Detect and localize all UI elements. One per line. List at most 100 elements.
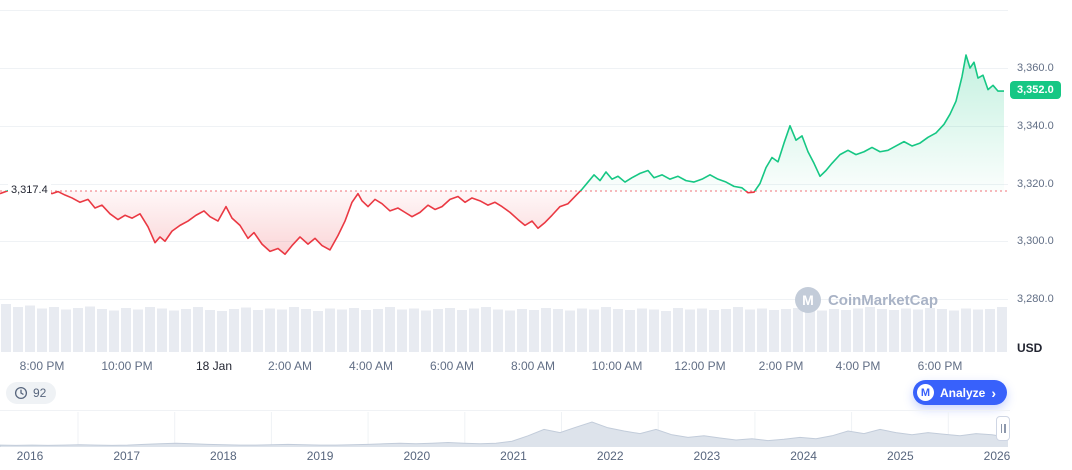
- range-selector[interactable]: [0, 410, 1010, 448]
- gridline: [0, 299, 1008, 300]
- watermark-text: CoinMarketCap: [827, 291, 938, 309]
- volume-bar: [277, 309, 287, 352]
- volume-bar: [709, 310, 719, 352]
- coinmarketcap-logo-icon: M: [916, 384, 934, 401]
- history-count-badge[interactable]: 92: [6, 382, 57, 404]
- minimap-line: [0, 421, 1008, 447]
- year-label: 2023: [693, 449, 721, 463]
- volume-bar: [349, 308, 359, 352]
- time-tick-label: 12:00 PM: [674, 359, 726, 373]
- year-label: 2020: [403, 449, 431, 463]
- volume-bar: [193, 307, 203, 352]
- volume-bar: [61, 309, 71, 352]
- volume-bar: [229, 309, 239, 352]
- volume-bar: [457, 310, 467, 352]
- volume-bar: [481, 307, 491, 352]
- volume-bar: [469, 308, 479, 352]
- volume-bar: [13, 307, 23, 352]
- volume-bar: [109, 310, 119, 352]
- year-label: 2021: [500, 449, 527, 463]
- volume-bar: [313, 311, 323, 352]
- current-price-badge: 3,352.0: [1010, 81, 1061, 100]
- history-count-label: 92: [33, 386, 47, 400]
- price-line-down: [0, 191, 756, 256]
- watermark: M CoinMarketCap: [794, 287, 938, 313]
- volume-bar: [157, 308, 167, 352]
- volume-bar: [541, 308, 551, 352]
- volume-bar: [517, 309, 527, 352]
- volume-bar: [817, 310, 827, 352]
- volume-bar: [97, 309, 107, 352]
- year-label: 2026: [983, 449, 1011, 463]
- year-axis: 2016 2017 2018 2019 2020 2021 2022 2023 2024 2025…: [0, 449, 1072, 467]
- volume-bar: [853, 308, 863, 352]
- volume-bar: [373, 309, 383, 352]
- area-fill-down: [0, 191, 1004, 255]
- time-tick-label: 4:00 AM: [348, 359, 394, 373]
- time-tick-label: 8:00 AM: [510, 359, 556, 373]
- volume-bar: [985, 309, 995, 352]
- analyze-button[interactable]: M Analyze ›: [912, 380, 1007, 405]
- year-label: 2019: [306, 449, 334, 463]
- volume-bar: [25, 305, 35, 352]
- range-handle[interactable]: [996, 416, 1010, 441]
- gridline: [0, 183, 1008, 185]
- volume-bar: [697, 308, 707, 352]
- volume-bar: [565, 310, 575, 352]
- time-tick-label: 2:00 AM: [267, 359, 313, 373]
- coinmarketcap-logo-icon: M: [794, 287, 821, 313]
- volume-bar: [553, 309, 563, 352]
- time-tick-label: 18 Jan: [195, 359, 233, 373]
- volume-bar: [289, 307, 299, 352]
- analyze-button-label: Analyze: [939, 385, 986, 400]
- chart-toolbar: 92 M Analyze ›: [0, 380, 1072, 407]
- volume-bar: [733, 307, 743, 352]
- chevron-right-icon: ›: [991, 384, 996, 401]
- history-clock-icon: [14, 386, 28, 400]
- volume-bar: [421, 310, 431, 352]
- volume-bar: [505, 310, 515, 352]
- volume-bar: [73, 308, 83, 352]
- volume-bar: [49, 307, 59, 352]
- year-label: 2024: [790, 449, 817, 463]
- main-chart-plot[interactable]: M CoinMarketCap 3,317.4: [0, 0, 1008, 352]
- volume-bar: [901, 308, 911, 352]
- price-tick-label: 3,320.0: [1017, 177, 1054, 190]
- volume-bar: [757, 308, 767, 352]
- time-tick-label: 2:00 PM: [758, 359, 804, 373]
- price-tick-label: 3,280.0: [1017, 293, 1054, 305]
- volume-bar: [265, 308, 275, 352]
- volume-bar: [601, 307, 611, 352]
- volume-bar: [217, 311, 227, 352]
- volume-bar: [889, 310, 899, 352]
- volume-bar: [949, 310, 959, 352]
- year-label: 2017: [113, 449, 141, 463]
- range-handle-grip: [1000, 424, 1002, 433]
- volume-bar: [85, 306, 95, 352]
- year-label: 2018: [210, 449, 237, 463]
- minimap-area: [0, 422, 1008, 447]
- range-handle-grip: [1004, 424, 1006, 433]
- volume-bar: [829, 309, 839, 352]
- volume-bar: [409, 308, 419, 352]
- volume-bar: [301, 309, 311, 352]
- volume-bar: [397, 309, 407, 352]
- price-tick-label: 3,340.0: [1017, 119, 1054, 132]
- price-tick-label: 3,360.0: [1017, 62, 1054, 74]
- volume-bar: [253, 310, 263, 352]
- time-tick-label: 6:00 AM: [429, 359, 475, 373]
- volume-bar: [1, 304, 11, 352]
- volume-bar: [649, 309, 659, 352]
- volume-bar: [577, 308, 587, 352]
- volume-bar: [133, 309, 143, 352]
- time-tick-label: 6:00 PM: [917, 359, 963, 373]
- price-line-up: [4, 54, 1004, 192]
- price-line-chart-svg[interactable]: [0, 0, 1008, 352]
- range-selector-area-svg[interactable]: [0, 412, 1008, 447]
- volume-bar: [877, 309, 887, 352]
- volume-bar: [769, 310, 779, 352]
- gridline: [0, 68, 1008, 69]
- year-label: 2022: [596, 449, 624, 463]
- volume-bar: [673, 308, 683, 352]
- year-label: 2016: [16, 449, 44, 463]
